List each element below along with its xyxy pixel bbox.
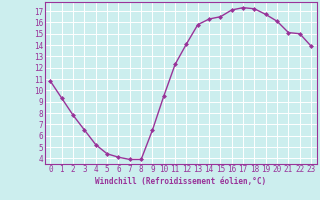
X-axis label: Windchill (Refroidissement éolien,°C): Windchill (Refroidissement éolien,°C) [95,177,266,186]
